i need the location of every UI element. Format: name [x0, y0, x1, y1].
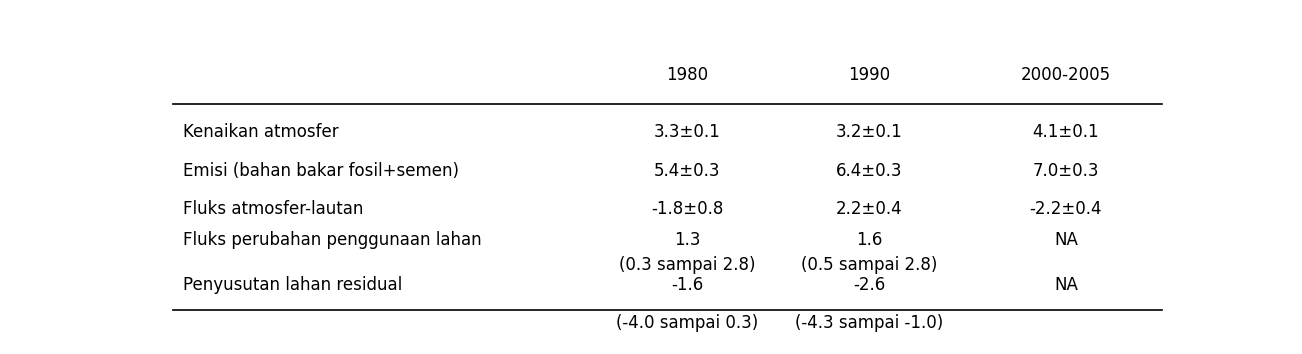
Text: Fluks perubahan penggunaan lahan: Fluks perubahan penggunaan lahan	[182, 231, 482, 249]
Text: 3.2±0.1: 3.2±0.1	[836, 124, 902, 142]
Text: Fluks atmosfer-lautan: Fluks atmosfer-lautan	[182, 200, 363, 218]
Text: 2.2±0.4: 2.2±0.4	[836, 200, 902, 218]
Text: 1990: 1990	[848, 66, 891, 84]
Text: 1980: 1980	[667, 66, 708, 84]
Text: NA: NA	[1053, 276, 1078, 294]
Text: 6.4±0.3: 6.4±0.3	[836, 161, 902, 179]
Text: -2.6: -2.6	[853, 276, 885, 294]
Text: -1.6: -1.6	[672, 276, 703, 294]
Text: (0.3 sampai 2.8): (0.3 sampai 2.8)	[620, 256, 755, 274]
Text: Kenaikan atmosfer: Kenaikan atmosfer	[182, 124, 339, 142]
Text: Penyusutan lahan residual: Penyusutan lahan residual	[182, 276, 402, 294]
Text: (0.5 sampai 2.8): (0.5 sampai 2.8)	[801, 256, 937, 274]
Text: 1.6: 1.6	[855, 231, 883, 249]
Text: 5.4±0.3: 5.4±0.3	[654, 161, 721, 179]
Text: (-4.0 sampai 0.3): (-4.0 sampai 0.3)	[616, 314, 759, 332]
Text: 4.1±0.1: 4.1±0.1	[1032, 124, 1099, 142]
Text: 2000-2005: 2000-2005	[1021, 66, 1111, 84]
Text: -2.2±0.4: -2.2±0.4	[1030, 200, 1101, 218]
Text: NA: NA	[1053, 231, 1078, 249]
Text: Emisi (bahan bakar fosil+semen): Emisi (bahan bakar fosil+semen)	[182, 161, 458, 179]
Text: (-4.3 sampai -1.0): (-4.3 sampai -1.0)	[796, 314, 943, 332]
Text: 7.0±0.3: 7.0±0.3	[1032, 161, 1099, 179]
Text: -1.8±0.8: -1.8±0.8	[651, 200, 724, 218]
Text: 1.3: 1.3	[674, 231, 700, 249]
Text: 3.3±0.1: 3.3±0.1	[654, 124, 721, 142]
